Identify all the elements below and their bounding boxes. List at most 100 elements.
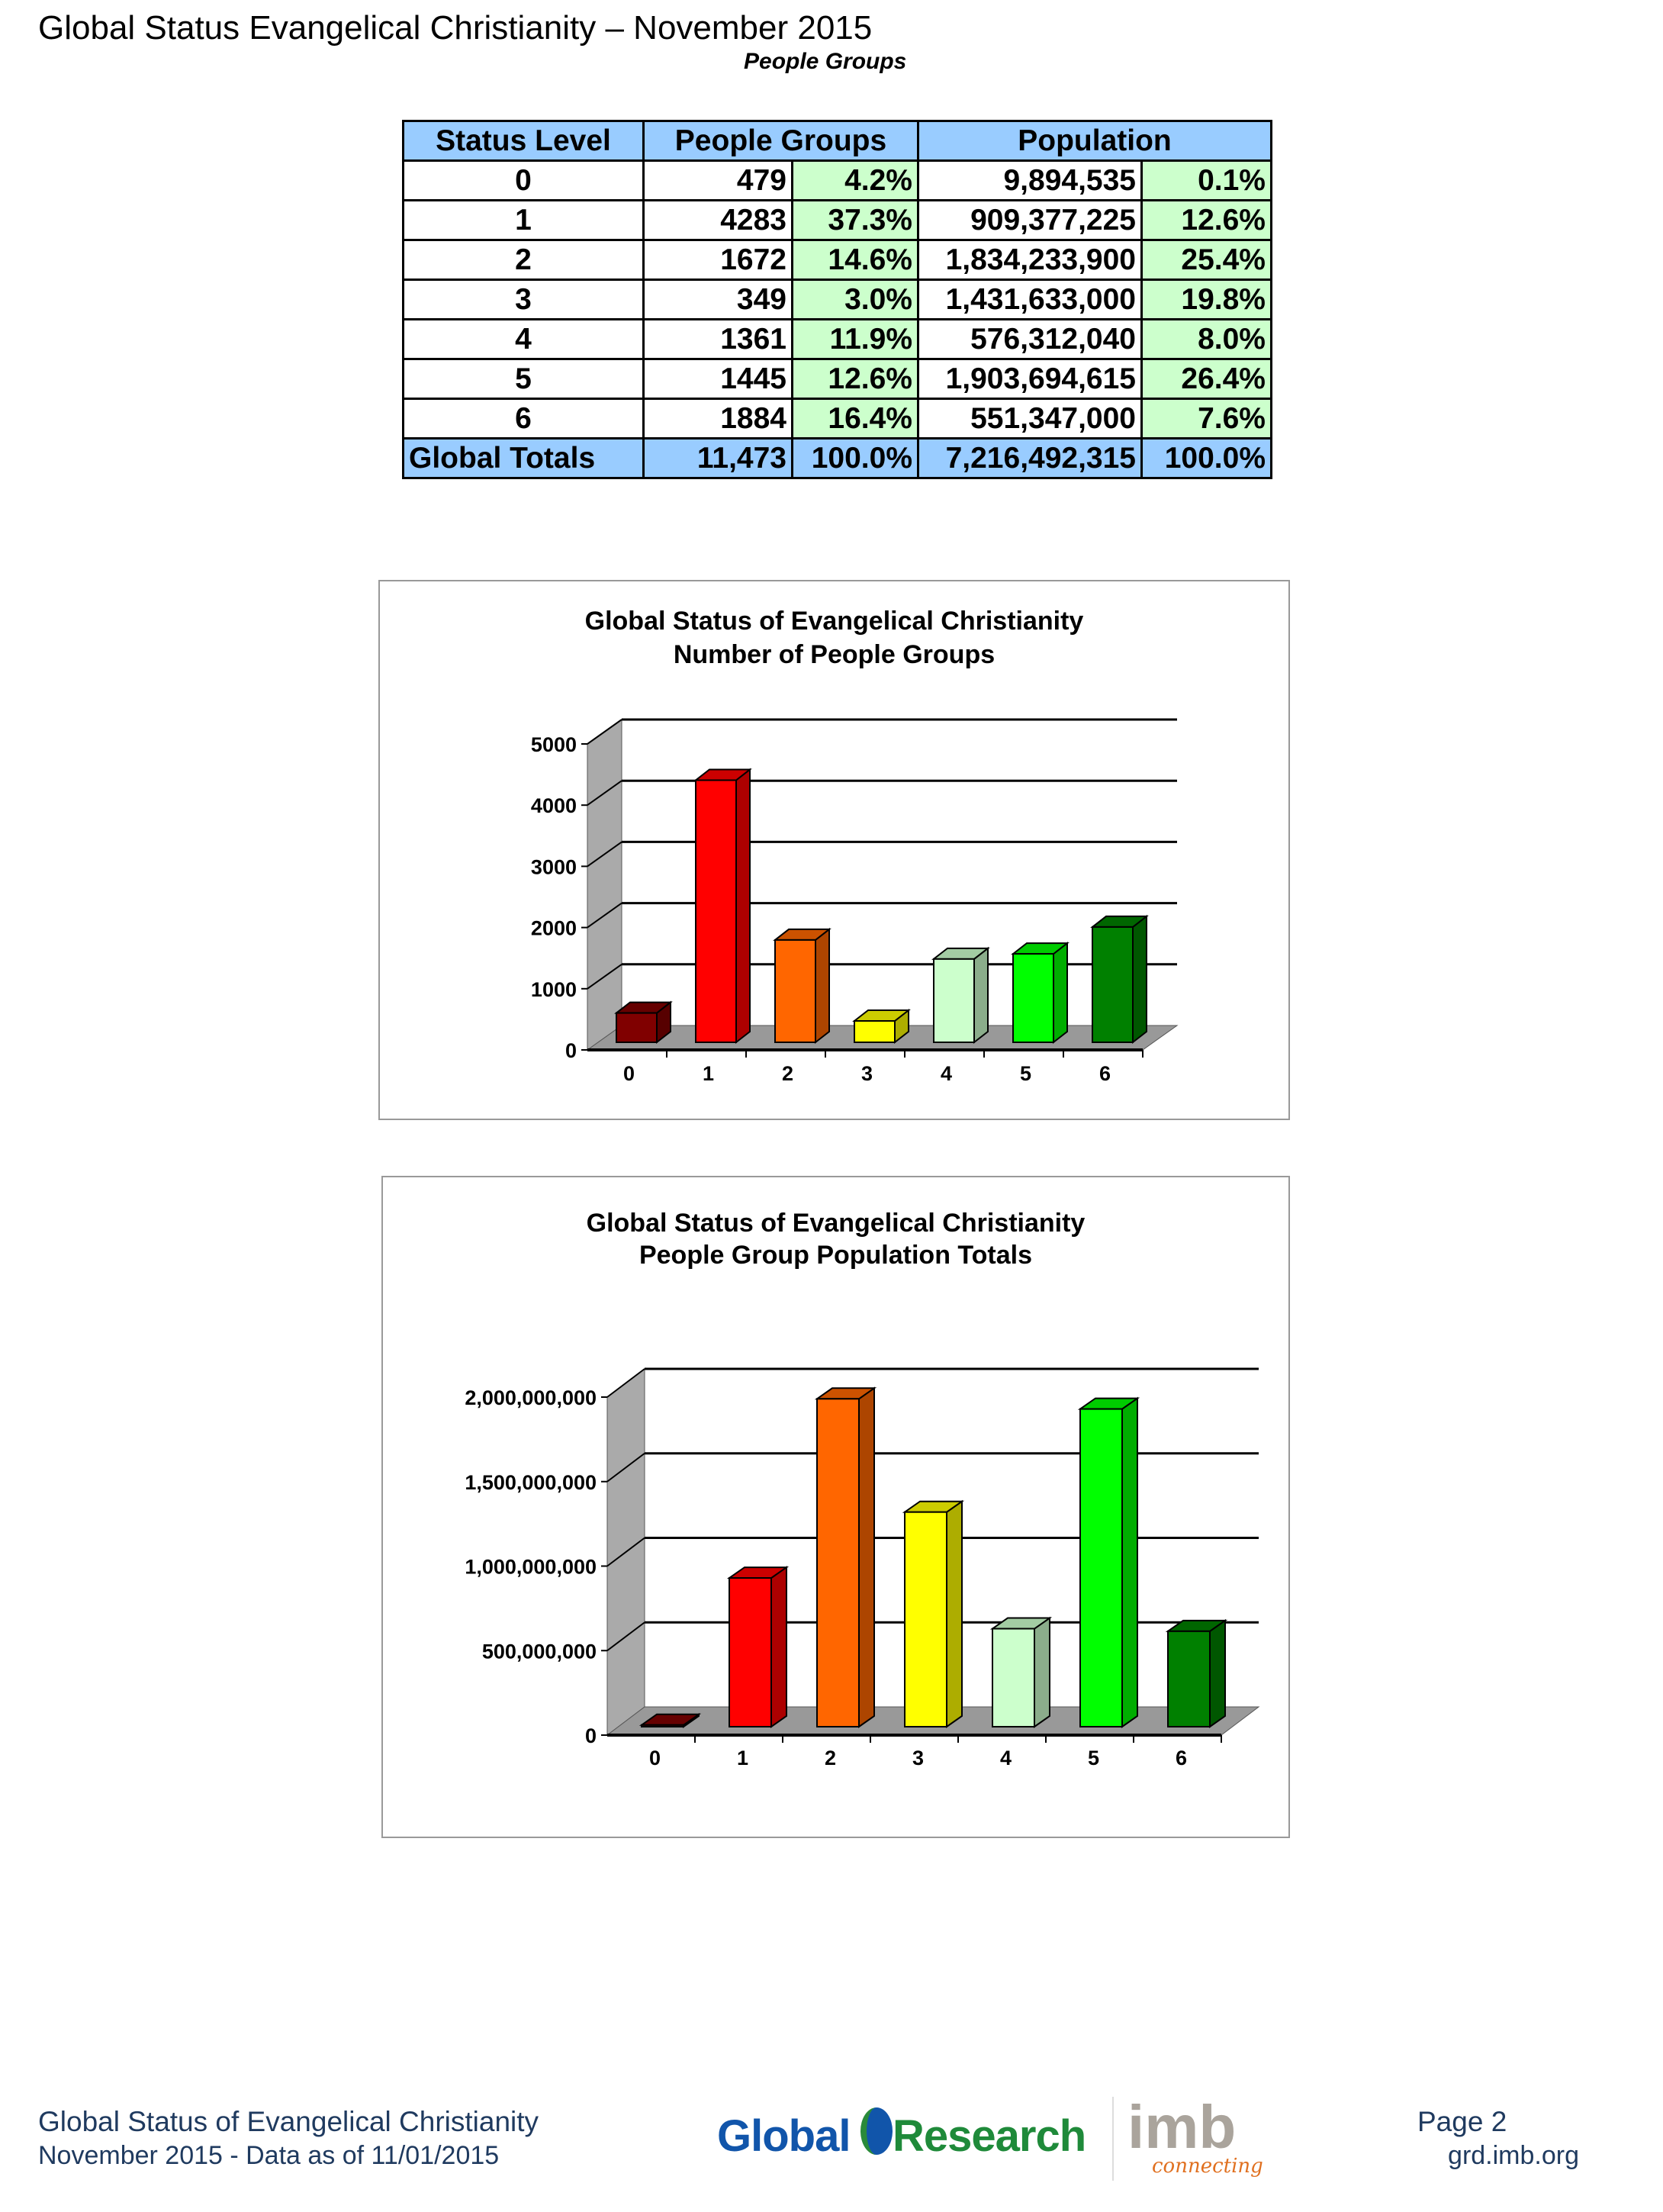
bar-side	[1053, 942, 1068, 1045]
bar-level-2	[816, 1398, 860, 1727]
y-tick-label: 1000	[531, 978, 577, 1001]
totals-row: Global Totals 11,473 100.0% 7,216,492,315 10…	[402, 437, 1272, 479]
chart-side-wall	[587, 719, 622, 1051]
population-pct-cell: 25.4%	[1140, 239, 1272, 281]
people-groups-cell: 1884	[642, 398, 793, 440]
bar-level-4	[933, 958, 975, 1044]
logo-imb-text: imb	[1127, 2093, 1237, 2161]
status-level-cell: 3	[402, 279, 645, 320]
bar-side	[973, 946, 989, 1045]
page-subtitle: People Groups	[744, 49, 907, 74]
table-row: 2 1672 14.6% 1,834,233,900 25.4%	[402, 239, 1272, 281]
gridline-side	[587, 780, 622, 807]
x-tick-label: 0	[649, 1747, 661, 1769]
gridline-side	[587, 963, 622, 990]
logo-connecting-text: connecting	[1152, 2155, 1263, 2178]
people-groups-chart: Global Status of Evangelical Christianit…	[378, 580, 1290, 1120]
gridline-side	[606, 1368, 645, 1398]
table-row: 0 479 4.2% 9,894,535 0.1%	[402, 159, 1272, 201]
total-people-groups: 11,473	[642, 437, 793, 479]
population-cell: 576,312,040	[917, 318, 1143, 360]
population-cell: 9,894,535	[917, 159, 1143, 201]
table-row: 6 1884 16.4% 551,347,000 7.6%	[402, 398, 1272, 440]
gridline-side	[606, 1537, 645, 1567]
logo-divider	[1112, 2097, 1114, 2181]
bar-level-2	[774, 939, 816, 1044]
total-population-pct: 100.0%	[1140, 437, 1272, 479]
gridline-side	[587, 902, 622, 929]
chart-plot: 0 1000 2000 3000 4000 5000 0 1 2 3 4 5 6	[531, 718, 1179, 1085]
population-pct-cell: 0.1%	[1140, 159, 1272, 201]
population-pct-cell: 7.6%	[1140, 398, 1272, 440]
bar-level-0	[641, 1724, 684, 1727]
x-tick-label: 0	[623, 1062, 635, 1085]
bar-side	[770, 1566, 787, 1728]
chart-title: Global Status of Evangelical Christianit…	[584, 607, 1084, 636]
chart-subtitle: Number of People Groups	[673, 640, 996, 669]
y-tick-label: 500,000,000	[482, 1640, 597, 1663]
bar-level-0	[616, 1012, 658, 1044]
people-groups-pct-cell: 37.3%	[791, 199, 919, 241]
x-tick-label: 2	[825, 1747, 836, 1769]
table-header-row: Status Level People Groups Population	[402, 120, 1272, 162]
status-level-cell: 6	[402, 398, 645, 440]
footer-report-title: Global Status of Evangelical Christianit…	[38, 2106, 539, 2137]
x-tick-label: 2	[782, 1062, 793, 1085]
population-cell: 1,431,633,000	[917, 279, 1143, 320]
y-tick-label: 2000	[531, 917, 577, 940]
x-tick-label: 3	[861, 1062, 873, 1085]
x-tick-label: 1	[703, 1062, 714, 1085]
people-groups-pct-cell: 12.6%	[791, 358, 919, 400]
page-number: Page 2	[1417, 2106, 1507, 2137]
gridline-side	[606, 1621, 645, 1652]
table-row: 5 1445 12.6% 1,903,694,615 26.4%	[402, 358, 1272, 400]
bar-level-1	[695, 779, 737, 1043]
population-pct-cell: 26.4%	[1140, 358, 1272, 400]
y-tick-label: 5000	[531, 733, 577, 756]
x-tick-label: 6	[1099, 1062, 1111, 1085]
gridline-side	[587, 719, 622, 745]
header-status-level: Status Level	[402, 120, 645, 162]
bar-level-3	[854, 1020, 896, 1043]
y-tick-label: 0	[585, 1724, 597, 1747]
x-tick-label: 1	[737, 1747, 748, 1769]
footer-website-link[interactable]: grd.imb.org	[1448, 2141, 1579, 2170]
people-groups-pct-cell: 14.6%	[791, 239, 919, 281]
bar-side	[946, 1499, 963, 1728]
logo-global-text: Global	[717, 2111, 851, 2161]
bar-level-6	[1167, 1630, 1211, 1727]
people-groups-cell: 4283	[642, 199, 793, 241]
gridline-side	[587, 841, 622, 868]
status-level-cell: 5	[402, 358, 645, 400]
bar-side	[735, 768, 751, 1045]
total-people-groups-pct: 100.0%	[791, 437, 919, 479]
bar-side	[815, 927, 830, 1045]
total-population: 7,216,492,315	[917, 437, 1143, 479]
people-groups-pct-cell: 3.0%	[791, 279, 919, 320]
x-tick-label: 5	[1020, 1062, 1031, 1085]
people-groups-cell: 1445	[642, 358, 793, 400]
bar-level-3	[904, 1511, 947, 1727]
table-row: 3 349 3.0% 1,431,633,000 19.8%	[402, 279, 1272, 320]
y-tick-label: 2,000,000,000	[465, 1386, 597, 1409]
bar-side	[1132, 914, 1147, 1045]
people-groups-cell: 479	[642, 159, 793, 201]
footer-date: November 2015 - Data as of 11/01/2015	[38, 2141, 500, 2170]
x-tick-label: 5	[1088, 1747, 1099, 1769]
population-pct-cell: 12.6%	[1140, 199, 1272, 241]
population-pct-cell: 19.8%	[1140, 279, 1272, 320]
x-tick-label: 3	[912, 1747, 924, 1769]
population-chart: Global Status of Evangelical Christianit…	[381, 1176, 1290, 1838]
bar-level-1	[729, 1577, 772, 1728]
bar-level-4	[992, 1628, 1035, 1728]
bar-side	[1121, 1396, 1138, 1728]
y-tick-label: 4000	[531, 794, 577, 817]
totals-label: Global Totals	[402, 437, 645, 479]
x-tick-label: 4	[1000, 1747, 1012, 1769]
bar-side	[858, 1386, 875, 1728]
status-level-cell: 1	[402, 199, 645, 241]
page-title: Global Status Evangelical Christianity –…	[38, 9, 873, 47]
globe-swoosh-icon	[860, 2107, 893, 2155]
bar-side	[1034, 1616, 1050, 1728]
